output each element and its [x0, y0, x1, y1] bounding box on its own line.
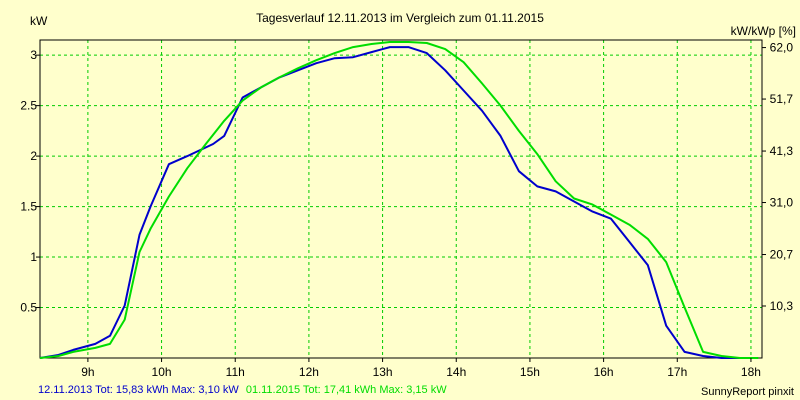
y-tick-label-right: 51,7 [770, 92, 794, 106]
x-tick-label: 17h [667, 365, 687, 379]
legend: 12.11.2013 Tot: 15,83 kWh Max: 3,10 kW 0… [38, 384, 447, 396]
y-tick-label-left: 3 [30, 48, 37, 62]
y-tick-label-left: 2.5 [20, 99, 37, 113]
y-ticks-right: 10,3 20,7 31,0 41,3 51,7 62,0 [762, 41, 793, 313]
plot-frame [39, 39, 763, 359]
series-group [39, 41, 759, 359]
y-tick-label-left: 0.5 [20, 301, 37, 315]
x-tick-label: 15h [520, 365, 540, 379]
chart-title: Tagesverlauf 12.11.2013 im Vergleich zum… [256, 11, 544, 25]
y-tick-label-left: 1 [30, 250, 37, 264]
y-ticks-left: 0.5 1 1.5 2 2.5 3 [20, 48, 40, 315]
grid [40, 40, 762, 358]
y-tick-label-right: 62,0 [770, 41, 794, 55]
y-tick-label-right: 41,3 [770, 144, 794, 158]
y-tick-label-right: 31,0 [770, 196, 794, 210]
x-tick-label: 18h [741, 365, 761, 379]
series-line-1 [39, 41, 759, 359]
y-axis-label-right: kW/kWp [%] [731, 24, 796, 38]
x-tick-label: 13h [373, 365, 393, 379]
y-axis-label-left: kW [30, 14, 48, 28]
legend-entry-2013: 12.11.2013 Tot: 15,83 kWh Max: 3,10 kW [38, 384, 239, 396]
y-tick-label-left: 1.5 [20, 200, 37, 214]
x-tick-label: 11h [226, 365, 245, 379]
x-tick-label: 12h [299, 365, 319, 379]
x-tick-label: 9h [81, 365, 94, 379]
x-tick-label: 16h [594, 365, 614, 379]
y-tick-label-left: 2 [30, 149, 37, 163]
y-tick-label-right: 20,7 [770, 248, 794, 262]
y-tick-label-right: 10,3 [770, 299, 794, 313]
x-tick-label: 14h [446, 365, 466, 379]
series-line-0 [39, 46, 740, 359]
footer-credit: SunnyReport pinxit [701, 386, 794, 398]
x-tick-label: 10h [152, 365, 172, 379]
x-ticks: 9h 10h 11h 12h 13h 14h 15h 16h 17h 18h [81, 358, 761, 379]
legend-entry-2015: 01.11.2015 Tot: 17,41 kWh Max: 3,15 kW [246, 384, 447, 396]
